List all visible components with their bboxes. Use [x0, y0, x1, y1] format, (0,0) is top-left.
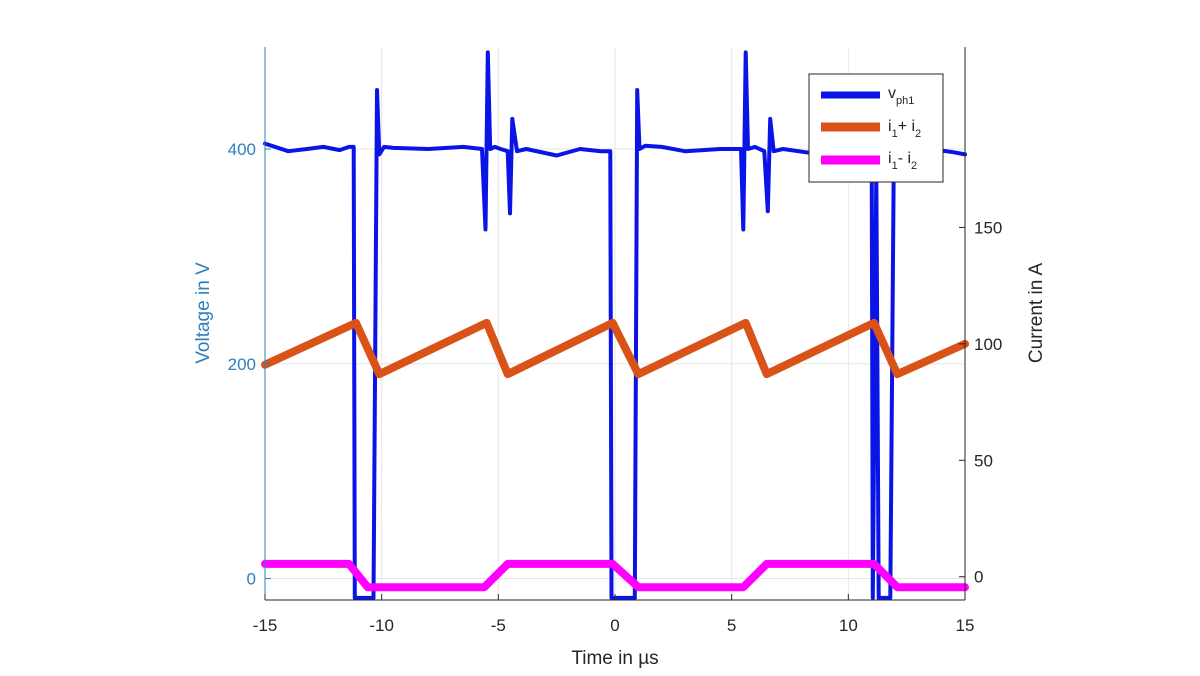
y-right-tick-label: 50	[974, 451, 993, 470]
legend-label-i-diff: i1- i2	[888, 150, 917, 172]
y-left-tick-label: 200	[228, 355, 256, 374]
legend-mid-i-diff: - i	[898, 150, 911, 167]
plot-series	[261, 50, 969, 600]
x-tick-label: -5	[491, 616, 506, 635]
legend: vph1 i1+ i2 i1- i2	[808, 73, 944, 183]
series-line-i-diff	[261, 559, 969, 592]
y-axis-left-label: Voltage in V	[193, 262, 214, 364]
x-tick-label: 0	[610, 616, 619, 635]
legend-sub1-i-diff: 1	[892, 160, 898, 172]
legend-sub2-i-diff: 2	[911, 160, 917, 172]
legend-main-vph1: v	[888, 85, 896, 102]
x-tick-label: -10	[369, 616, 394, 635]
legend-main-i-diff: i	[888, 150, 892, 167]
x-tick-label: 15	[956, 616, 975, 635]
legend-sub2-i-sum: 2	[915, 128, 921, 140]
y-right-tick-label: 150	[974, 218, 1002, 237]
legend-entry-vph1: vph1	[821, 85, 914, 107]
legend-label-i-sum: i1+ i2	[888, 118, 921, 140]
x-axis-label: Time in µs	[571, 648, 658, 669]
series-line-vph1	[263, 50, 967, 600]
legend-main-i-sum: i	[888, 118, 892, 135]
x-tick-label: 5	[727, 616, 736, 635]
y-right-tick-label: 0	[974, 568, 983, 587]
legend-label-vph1: vph1	[888, 85, 914, 107]
x-tick-label: -15	[253, 616, 278, 635]
y-axis-right-label: Current in A	[1026, 263, 1047, 364]
legend-mid-i-sum: + i	[898, 118, 915, 135]
y-left-tick-label: 400	[228, 140, 256, 159]
series-line-i-sum	[261, 318, 969, 379]
y-right-tick-label: 100	[974, 335, 1002, 354]
x-tick-label: 10	[839, 616, 858, 635]
y-left-tick-label: 0	[247, 570, 256, 589]
legend-entry-i-diff: i1- i2	[821, 150, 917, 172]
legend-sub-vph1: ph1	[896, 95, 914, 107]
legend-entry-i-sum: i1+ i2	[821, 118, 921, 140]
legend-sub1-i-sum: 1	[892, 128, 898, 140]
